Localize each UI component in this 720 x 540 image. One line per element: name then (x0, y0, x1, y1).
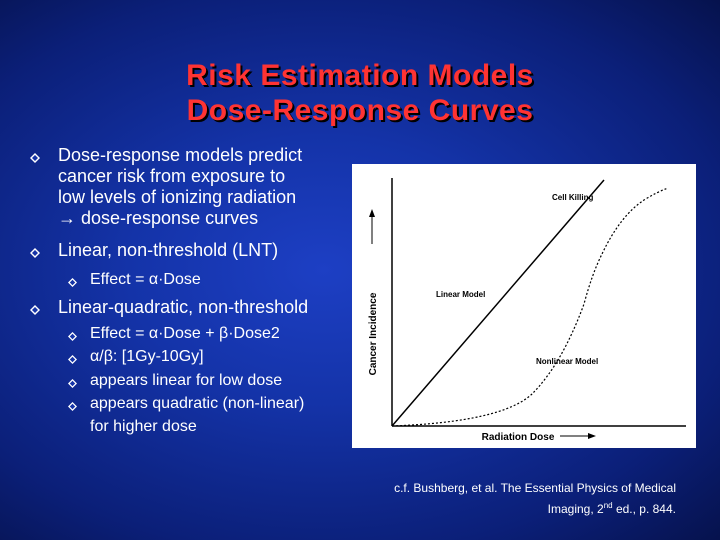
title-line-1: Risk Estimation Models (186, 59, 534, 92)
x-axis-label: Radiation Dose (482, 432, 555, 443)
bullet-diamond-icon (68, 402, 77, 411)
bullet-text: α/β: [1Gy-10Gy] (90, 348, 204, 365)
bullet-diamond-icon (68, 278, 77, 287)
caption-line-2-prefix: Imaging, 2 (547, 502, 604, 516)
bullet-text: Dose-response models predict (58, 145, 303, 165)
caption-line-2-suffix: ed., p. 844. (612, 502, 676, 516)
bullet-diamond-icon (68, 355, 77, 364)
bullet-text: Effect = α·Dose + β·Dose2 (90, 325, 280, 342)
slide-title: Risk Estimation Models Dose-Response Cur… (0, 58, 720, 128)
bullet-text: → dose-response curves (58, 208, 259, 228)
y-axis-label: Cancer Incidence (368, 292, 379, 375)
bullet-text: Effect = α·Dose (90, 271, 201, 288)
nonlinear-model-curve (391, 187, 669, 427)
citation-caption: c.f. Bushberg, et al. The Essential Phys… (394, 480, 676, 518)
bullet-text: appears linear for low dose (90, 372, 283, 389)
arrow-right-icon (588, 433, 596, 439)
bullet-diamond-icon (30, 305, 40, 315)
bullet-diamond-icon (30, 248, 40, 258)
bullet-diamond-icon (68, 332, 77, 341)
caption-line-2-sup: nd (603, 501, 613, 510)
bullet-text: cancer risk from exposure to (58, 166, 286, 186)
label-cell-killing: Cell Killing (552, 193, 593, 202)
bullet-text: for higher dose (90, 418, 197, 435)
bullet-diamond-icon (30, 153, 40, 163)
bullet-text: low levels of ionizing radiation (58, 187, 297, 207)
bullet-text: Linear-quadratic, non-threshold (58, 297, 309, 317)
dose-response-diagram: Cancer Incidence Radiation Dose Cell Kil… (368, 178, 686, 443)
dose-response-figure: Cancer Incidence Radiation Dose Cell Kil… (352, 164, 696, 448)
arrow-up-icon (369, 209, 375, 217)
linear-model-line (391, 179, 605, 427)
caption-line-2: Imaging, 2nd ed., p. 844. (394, 497, 676, 518)
label-nonlinear-model: Nonlinear Model (536, 357, 598, 366)
bullet-text: Linear, non-threshold (LNT) (58, 240, 279, 260)
bullet-text: appears quadratic (non-linear) (90, 395, 305, 412)
bullet-diamond-icon (68, 379, 77, 388)
label-linear-model: Linear Model (436, 290, 485, 299)
caption-line-1: c.f. Bushberg, et al. The Essential Phys… (394, 481, 676, 495)
title-line-2: Dose-Response Curves (186, 94, 534, 127)
